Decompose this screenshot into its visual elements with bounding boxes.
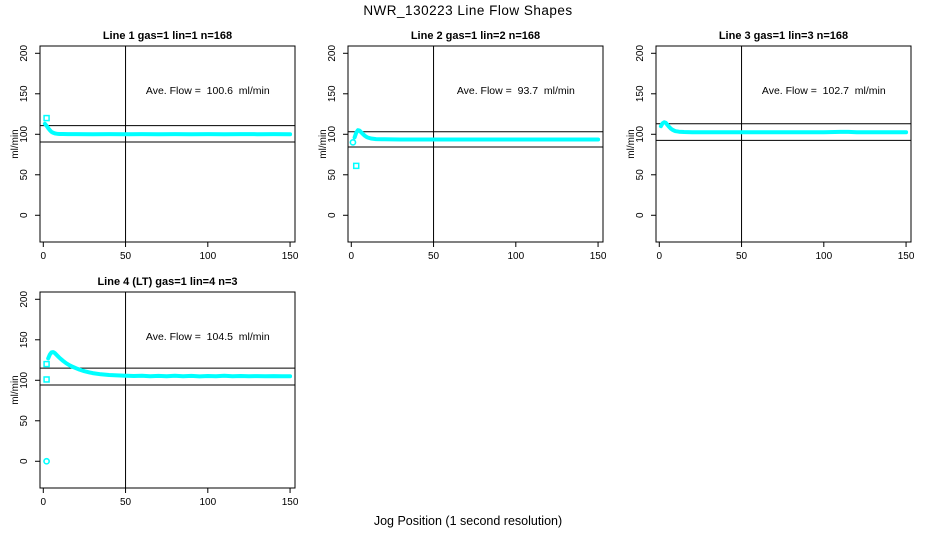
panel-title: Line 2 gas=1 lin=2 n=168 (411, 30, 540, 42)
flow-series (658, 120, 909, 135)
data-marker-square (43, 360, 50, 368)
y-tick-label: 150 (635, 85, 646, 102)
y-tick-label: 200 (327, 45, 338, 62)
y-tick-label: 50 (19, 169, 30, 181)
x-tick-label: 100 (815, 251, 832, 262)
plot-box (39, 291, 296, 489)
x-tick-label: 100 (507, 251, 524, 262)
y-tick-label: 50 (19, 415, 30, 427)
y-tick-label: 0 (327, 212, 338, 218)
x-tick-label: 0 (41, 497, 47, 508)
x-tick-label: 100 (199, 251, 216, 262)
data-marker-square (43, 114, 50, 122)
x-tick-label: 150 (282, 497, 299, 508)
y-tick-label: 100 (327, 126, 338, 143)
panel-title: Line 4 (LT) gas=1 lin=4 n=3 (97, 276, 237, 288)
data-marker-circle (43, 457, 50, 465)
ave-flow-annotation: Ave. Flow = 100.6 ml/min (146, 85, 270, 97)
x-tick-label: 50 (428, 251, 440, 262)
y-tick-label: 100 (635, 126, 646, 143)
x-tick-label: 50 (120, 497, 132, 508)
y-tick-label: 0 (19, 458, 30, 464)
x-tick-label: 150 (590, 251, 607, 262)
x-tick-label: 0 (657, 251, 663, 262)
y-tick-label: 200 (19, 291, 30, 308)
x-tick-label: 0 (41, 251, 47, 262)
x-tick-label: 100 (199, 497, 216, 508)
ave-flow-annotation: Ave. Flow = 93.7 ml/min (457, 85, 575, 97)
y-axis-label: ml/min (626, 129, 637, 158)
ave-flow-annotation: Ave. Flow = 102.7 ml/min (762, 85, 886, 97)
y-tick-label: 50 (327, 169, 338, 181)
flow-series (46, 350, 293, 379)
y-tick-label: 200 (635, 45, 646, 62)
panel-title: Line 3 gas=1 lin=3 n=168 (719, 30, 848, 42)
x-tick-label: 50 (120, 251, 132, 262)
data-marker-circle (349, 138, 357, 146)
panel-title: Line 1 gas=1 lin=1 n=168 (103, 30, 232, 42)
y-tick-label: 150 (19, 85, 30, 102)
panel-line1-chart: Line 1 gas=1 lin=1 n=168 0 50 100 150 0 50 100 1… (10, 30, 299, 262)
y-tick-label: 50 (635, 169, 646, 181)
y-tick-label: 100 (19, 126, 30, 143)
plot-box (347, 45, 604, 243)
y-tick-label: 100 (19, 372, 30, 389)
data-marker-square (43, 376, 50, 383)
y-axis-label: ml/min (10, 375, 21, 404)
plot-box (39, 45, 296, 243)
y-tick-label: 200 (19, 45, 30, 62)
y-tick-label: 150 (327, 85, 338, 102)
y-axis-label: ml/min (10, 129, 21, 158)
panel-line2-chart: Line 2 gas=1 lin=2 n=168 0 50 100 150 0 50 100 1… (318, 30, 607, 262)
x-tick-label: 50 (736, 251, 748, 262)
y-axis-label: ml/min (318, 129, 329, 158)
y-tick-label: 150 (19, 331, 30, 348)
x-tick-label: 150 (282, 251, 299, 262)
data-marker-square (352, 162, 360, 170)
plot-box (655, 45, 912, 243)
panel-line4-chart: Line 4 (LT) gas=1 lin=4 n=3 0 50 100 150 0 50 1… (10, 276, 299, 508)
x-tick-label: 0 (349, 251, 355, 262)
x-axis-label: Jog Position (1 second resolution) (373, 514, 563, 528)
panel-line3-chart: Line 3 gas=1 lin=3 n=168 0 50 100 150 0 50 100 1… (626, 30, 915, 262)
y-tick-label: 0 (19, 212, 30, 218)
y-tick-label: 0 (635, 212, 646, 218)
figure-title: NWR_130223 Line Flow Shapes (363, 3, 573, 18)
flow-series (42, 121, 293, 137)
flow-series (352, 128, 601, 142)
x-tick-label: 150 (898, 251, 915, 262)
ave-flow-annotation: Ave. Flow = 104.5 ml/min (146, 331, 270, 343)
